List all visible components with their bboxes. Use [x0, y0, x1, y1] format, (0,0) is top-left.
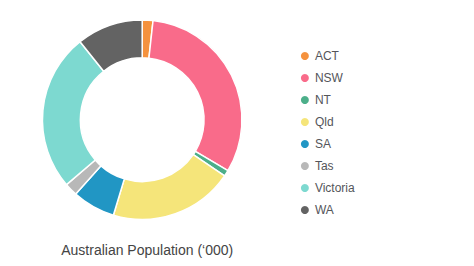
- svg-text:Tas: Tas: [315, 159, 334, 173]
- svg-text:SA: SA: [315, 137, 331, 151]
- svg-text:ACT: ACT: [315, 49, 340, 63]
- svg-text:Australian Population (‘000): Australian Population (‘000): [61, 242, 233, 258]
- svg-text:Victoria: Victoria: [315, 181, 355, 195]
- svg-text:NT: NT: [315, 93, 332, 107]
- svg-text:WA: WA: [315, 203, 334, 217]
- svg-text:NSW: NSW: [315, 71, 344, 85]
- svg-text:Qld: Qld: [315, 115, 334, 129]
